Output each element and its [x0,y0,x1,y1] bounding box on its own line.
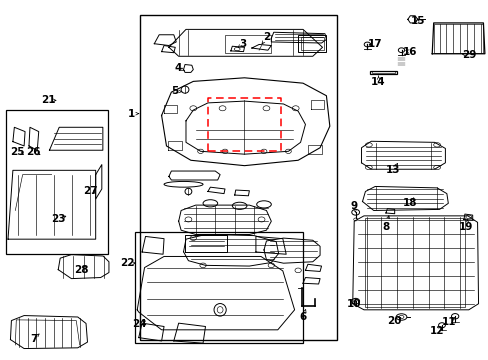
Text: 26: 26 [26,147,41,157]
Text: 22: 22 [120,258,135,268]
Text: 9: 9 [350,201,357,211]
Text: 14: 14 [370,77,385,87]
Text: 28: 28 [74,265,88,275]
Text: 20: 20 [386,316,401,325]
Bar [300,37,324,50]
Text: 2: 2 [263,32,270,42]
Text: 27: 27 [83,186,98,196]
Bar [371,71,394,73]
Text: 4: 4 [175,63,182,73]
Text: 7: 7 [30,333,38,343]
Text: 15: 15 [409,17,424,27]
Text: 12: 12 [429,325,444,336]
Text: 24: 24 [132,319,147,329]
Bar [298,36,326,51]
Text: 29: 29 [462,50,476,60]
Text: 19: 19 [458,222,472,232]
Text: 16: 16 [402,46,417,57]
Bar [369,71,396,74]
Text: 1: 1 [127,109,135,119]
Text: 11: 11 [441,317,456,327]
Bar [140,15,336,339]
Text: 25: 25 [10,147,25,157]
Text: 23: 23 [51,215,65,224]
Bar [433,24,483,53]
Text: 13: 13 [385,165,400,175]
Text: 8: 8 [382,222,389,232]
Text: 6: 6 [299,312,306,322]
Text: 17: 17 [367,39,382,49]
Text: 21: 21 [41,95,56,105]
Text: 18: 18 [402,198,417,208]
Text: 3: 3 [239,39,245,49]
Bar [5,110,108,253]
Bar [365,219,464,307]
Text: 5: 5 [171,86,179,96]
Text: 10: 10 [346,299,361,309]
Bar [224,36,271,53]
Bar [135,232,303,343]
